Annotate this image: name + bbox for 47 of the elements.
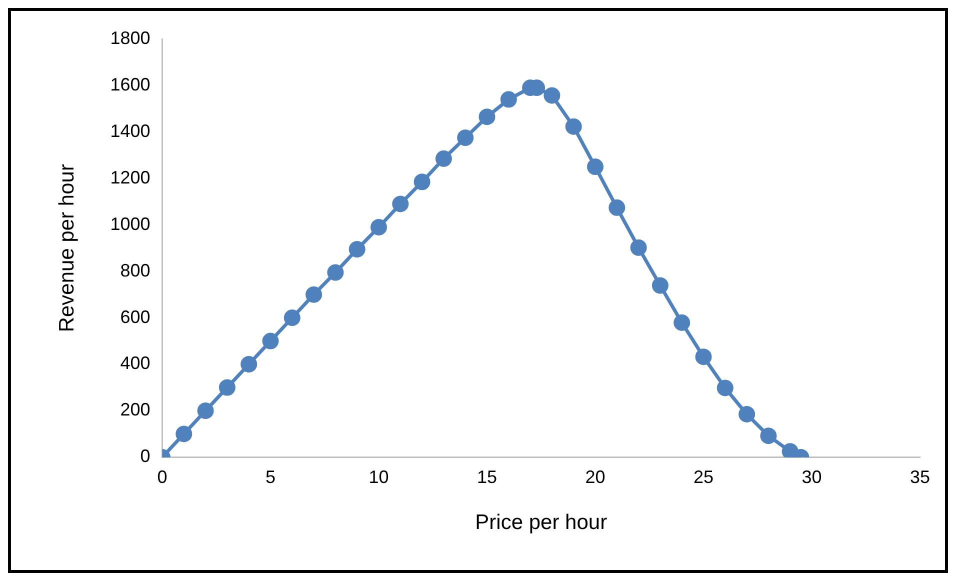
y-tick-label: 1400: [110, 120, 150, 141]
y-tick-label: 600: [120, 306, 150, 327]
point: [674, 314, 690, 331]
point: [348, 241, 366, 258]
y-tick-label: 1200: [110, 167, 150, 188]
point: [652, 277, 668, 294]
point: [586, 158, 604, 176]
x-tick-label: 30: [802, 466, 822, 487]
x-tick-label: 35: [910, 466, 930, 487]
point: [544, 87, 560, 104]
point: [457, 129, 474, 146]
y-tick-label: 800: [120, 260, 150, 280]
point: [262, 332, 279, 350]
point: [435, 150, 452, 167]
x-tick-label: 20: [585, 466, 606, 487]
point: [218, 379, 236, 396]
point: [414, 174, 430, 190]
point: [738, 406, 756, 422]
y-tick-label: 1000: [110, 214, 150, 234]
point: [716, 380, 734, 396]
point: [608, 199, 626, 216]
point: [760, 428, 777, 444]
point: [370, 218, 387, 236]
point: [176, 426, 192, 442]
x-tick-label: 15: [476, 466, 498, 487]
point: [284, 310, 300, 326]
x-tick-label: 0: [157, 466, 168, 487]
point: [695, 348, 712, 366]
x-tick-label: 10: [368, 466, 389, 487]
x-tick-label: 5: [265, 466, 276, 487]
y-tick-label: 1600: [110, 74, 150, 94]
y-tick-label: 0: [140, 446, 150, 466]
point: [500, 91, 517, 108]
y-tick-label: 1800: [110, 28, 150, 48]
point: [306, 286, 322, 303]
y-axis-title: Revenue per hour: [55, 164, 78, 332]
point: [327, 264, 344, 281]
y-tick-label: 200: [120, 400, 150, 420]
point: [478, 108, 496, 126]
point: [392, 196, 409, 212]
point: [197, 402, 214, 419]
point: [565, 118, 582, 135]
point: [240, 356, 258, 373]
x-axis-title: Price per hour: [475, 511, 608, 534]
y-tick-label: 400: [120, 353, 150, 374]
point: [630, 239, 647, 256]
x-tick-label: 25: [693, 466, 714, 487]
